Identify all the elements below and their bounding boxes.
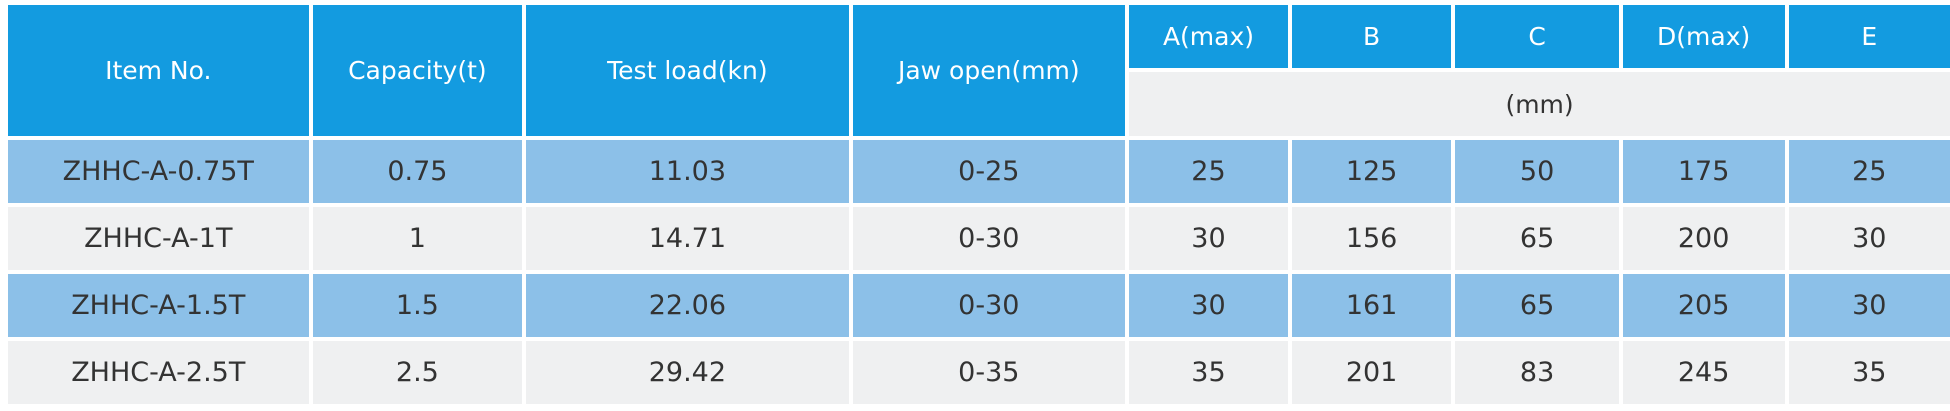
header-test-load: Test load(kn) — [526, 5, 849, 136]
cell-b: 201 — [1291, 341, 1452, 404]
cell-item-no: ZHHC-A-0.75T — [8, 140, 309, 203]
cell-item-no: ZHHC-A-1T — [8, 207, 309, 270]
cell-c: 65 — [1455, 274, 1619, 337]
cell-e: 30 — [1788, 207, 1950, 270]
table-row: ZHHC-A-0.75T 0.75 11.03 0-25 25 125 50 1… — [8, 140, 1950, 203]
cell-e: 30 — [1788, 274, 1950, 337]
header-d-max: D(max) — [1622, 5, 1785, 68]
cell-e: 35 — [1788, 341, 1950, 404]
cell-capacity: 1 — [312, 207, 523, 270]
cell-item-no: ZHHC-A-2.5T — [8, 341, 309, 404]
cell-b: 161 — [1291, 274, 1452, 337]
header-row: Item No. Capacity(t) Test load(kn) Jaw o… — [8, 5, 1950, 136]
spec-table: Item No. Capacity(t) Test load(kn) Jaw o… — [4, 1, 1950, 408]
cell-capacity: 2.5 — [312, 341, 523, 404]
cell-c: 50 — [1455, 140, 1619, 203]
table-row: ZHHC-A-1T 1 14.71 0-30 30 156 65 200 30 — [8, 207, 1950, 270]
header-jaw-open: Jaw open(mm) — [852, 5, 1126, 136]
table-row: ZHHC-A-1.5T 1.5 22.06 0-30 30 161 65 205… — [8, 274, 1950, 337]
cell-d: 200 — [1622, 207, 1785, 270]
cell-jaw-open: 0-35 — [852, 341, 1126, 404]
cell-b: 125 — [1291, 140, 1452, 203]
cell-a: 25 — [1129, 140, 1288, 203]
cell-b: 156 — [1291, 207, 1452, 270]
cell-a: 35 — [1129, 341, 1288, 404]
header-capacity: Capacity(t) — [312, 5, 523, 136]
cell-jaw-open: 0-25 — [852, 140, 1126, 203]
cell-c: 65 — [1455, 207, 1619, 270]
header-item-no: Item No. — [8, 5, 309, 136]
cell-e: 25 — [1788, 140, 1950, 203]
cell-test-load: 29.42 — [526, 341, 849, 404]
header-a-max: A(max) — [1129, 5, 1288, 68]
cell-test-load: 11.03 — [526, 140, 849, 203]
cell-test-load: 22.06 — [526, 274, 849, 337]
cell-capacity: 1.5 — [312, 274, 523, 337]
cell-capacity: 0.75 — [312, 140, 523, 203]
cell-d: 205 — [1622, 274, 1785, 337]
dimensions-unit-label: (mm) — [1129, 72, 1950, 136]
cell-item-no: ZHHC-A-1.5T — [8, 274, 309, 337]
cell-a: 30 — [1129, 274, 1288, 337]
cell-c: 83 — [1455, 341, 1619, 404]
cell-jaw-open: 0-30 — [852, 207, 1126, 270]
cell-d: 245 — [1622, 341, 1785, 404]
unit-row: (mm) — [8, 72, 1950, 136]
header-c: C — [1455, 5, 1619, 68]
cell-jaw-open: 0-30 — [852, 274, 1126, 337]
cell-test-load: 14.71 — [526, 207, 849, 270]
header-b: B — [1291, 5, 1452, 68]
cell-d: 175 — [1622, 140, 1785, 203]
header-e: E — [1788, 5, 1950, 68]
table-row: ZHHC-A-2.5T 2.5 29.42 0-35 35 201 83 245… — [8, 341, 1950, 404]
cell-a: 30 — [1129, 207, 1288, 270]
